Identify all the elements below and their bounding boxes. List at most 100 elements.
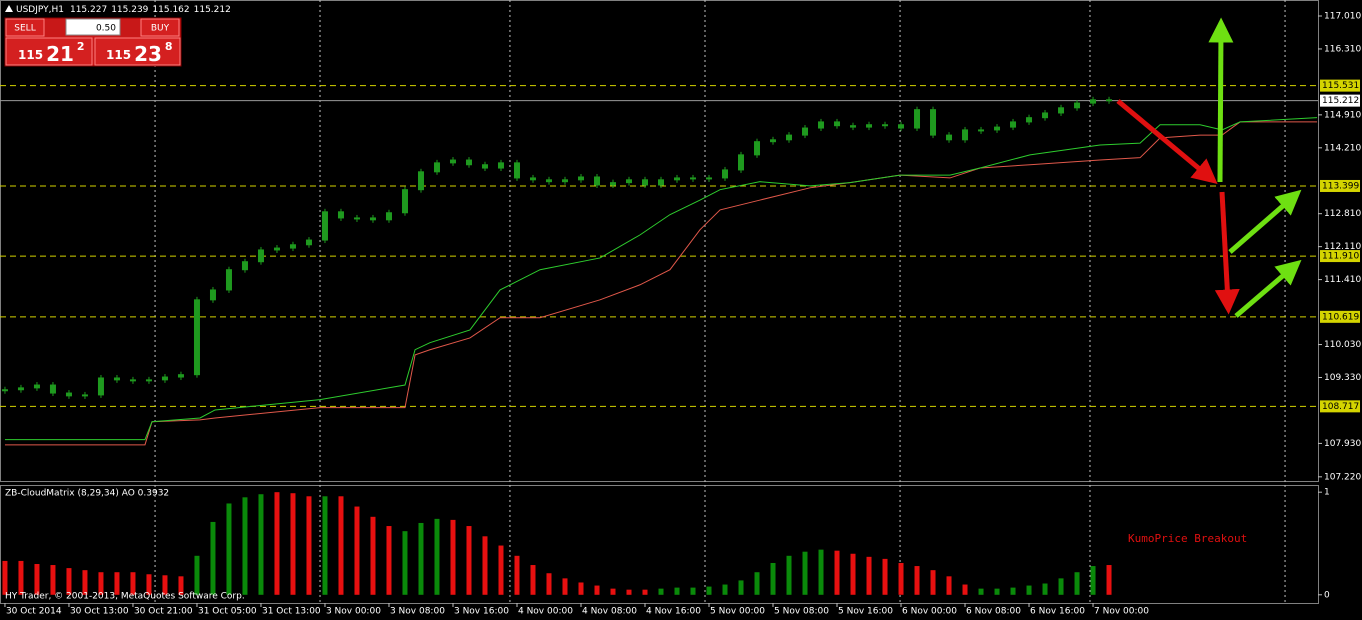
histogram-bar — [514, 555, 520, 595]
histogram-bar — [770, 562, 776, 595]
cloud-line — [4, 121, 1318, 446]
candle — [65, 392, 72, 397]
x-tick-label: 31 Oct 05:00 — [198, 607, 257, 617]
sell-label: SELL — [14, 24, 35, 34]
candle — [754, 141, 761, 156]
histogram-bar — [738, 580, 744, 595]
candle — [706, 177, 713, 180]
histogram-bar — [1106, 565, 1112, 595]
candle — [417, 171, 424, 191]
quote: 115.162 — [152, 5, 189, 15]
histogram-bar — [882, 558, 888, 595]
y-tick-label: 114.910 — [1324, 110, 1361, 120]
candle — [674, 177, 681, 181]
candle — [321, 211, 328, 241]
candle — [145, 379, 152, 382]
histogram-bar — [834, 550, 840, 595]
histogram-bar — [386, 526, 392, 595]
candle — [898, 124, 905, 129]
y-tick-label: 110.030 — [1324, 340, 1361, 350]
histogram-bar — [754, 572, 760, 595]
candle — [577, 176, 584, 181]
candle — [289, 244, 296, 249]
histogram-bar — [578, 582, 584, 595]
histogram-bar — [450, 519, 456, 595]
sell-button[interactable] — [5, 18, 45, 37]
ask-big: 115 — [106, 48, 131, 62]
x-tick-label: 6 Nov 00:00 — [902, 607, 957, 617]
histogram-bar — [50, 565, 56, 595]
candle — [641, 179, 648, 186]
histogram-bar — [434, 518, 440, 595]
candle — [962, 129, 969, 141]
candle — [241, 261, 248, 271]
x-tick-label: 4 Nov 08:00 — [582, 607, 637, 617]
histogram-bar — [242, 497, 248, 595]
y-tick-label: 116.310 — [1324, 44, 1361, 54]
candle — [593, 176, 600, 186]
histogram-bar — [130, 572, 136, 595]
histogram-bar — [914, 566, 920, 595]
candle — [690, 177, 697, 180]
level-label-bg — [1320, 79, 1360, 92]
arrow-down — [1116, 99, 1218, 185]
candle — [81, 394, 88, 397]
indicator-annotation: KumoPrice Breakout — [1128, 532, 1247, 545]
footer: HY Trader, © 2001-2013, MetaQuotes Softw… — [5, 592, 245, 602]
trade-panel: SELL 0.50 BUY 115 21 2 115 23 8 — [4, 17, 182, 67]
candle — [1090, 99, 1097, 104]
histogram-bar — [994, 588, 1000, 595]
histogram-bar — [1058, 578, 1064, 595]
candle — [770, 139, 777, 143]
histogram-bar — [722, 584, 728, 595]
histogram-bar — [354, 506, 360, 595]
candle — [161, 376, 168, 381]
histogram-bar — [930, 570, 936, 595]
bid-box[interactable] — [5, 37, 93, 66]
histogram-bar — [34, 564, 40, 595]
histogram-bar — [978, 588, 984, 595]
candle — [1, 389, 8, 392]
ask-box[interactable] — [94, 37, 181, 66]
symbol-header: USDJPY,H1 115.227 115.239 115.162 115.212 — [16, 5, 231, 15]
candle — [129, 379, 136, 382]
histogram-bar — [1074, 572, 1080, 595]
candle — [273, 247, 280, 251]
arrow-up — [1208, 17, 1234, 183]
candle — [465, 159, 472, 166]
symbol: USDJPY,H1 — [16, 5, 64, 15]
ask-price: 115 23 8 — [106, 40, 173, 66]
candle — [385, 212, 392, 221]
histogram-bar — [290, 493, 296, 595]
candle — [1106, 99, 1113, 102]
candle — [914, 109, 921, 129]
histogram-bar — [658, 588, 664, 595]
candle — [449, 159, 456, 164]
histogram-bar — [482, 536, 488, 595]
buy-button[interactable] — [140, 18, 180, 37]
candle — [722, 169, 729, 179]
candle — [433, 162, 440, 173]
histogram-bar — [2, 560, 8, 595]
histogram-bar — [1042, 583, 1048, 595]
x-tick-label: 5 Nov 00:00 — [710, 607, 765, 617]
lot-input[interactable] — [65, 18, 121, 36]
bid-main: 21 — [46, 42, 74, 66]
level-label-bg — [1320, 400, 1360, 413]
candle — [1074, 102, 1081, 109]
candle — [658, 179, 665, 186]
histogram-bar — [370, 516, 376, 595]
arrow-down — [1214, 191, 1240, 315]
histogram-bar — [114, 572, 120, 595]
level-label: 113.399 — [1322, 181, 1359, 191]
x-tick-label: 30 Oct 2014 — [6, 607, 62, 617]
histogram-bar — [706, 586, 712, 595]
candle — [113, 377, 120, 381]
candle — [1042, 112, 1049, 119]
y-tick-label: 114.210 — [1324, 143, 1361, 153]
y-tick-label: 112.810 — [1324, 209, 1361, 219]
symbol-icon — [5, 5, 13, 12]
candle — [850, 125, 857, 128]
candle — [369, 217, 376, 221]
